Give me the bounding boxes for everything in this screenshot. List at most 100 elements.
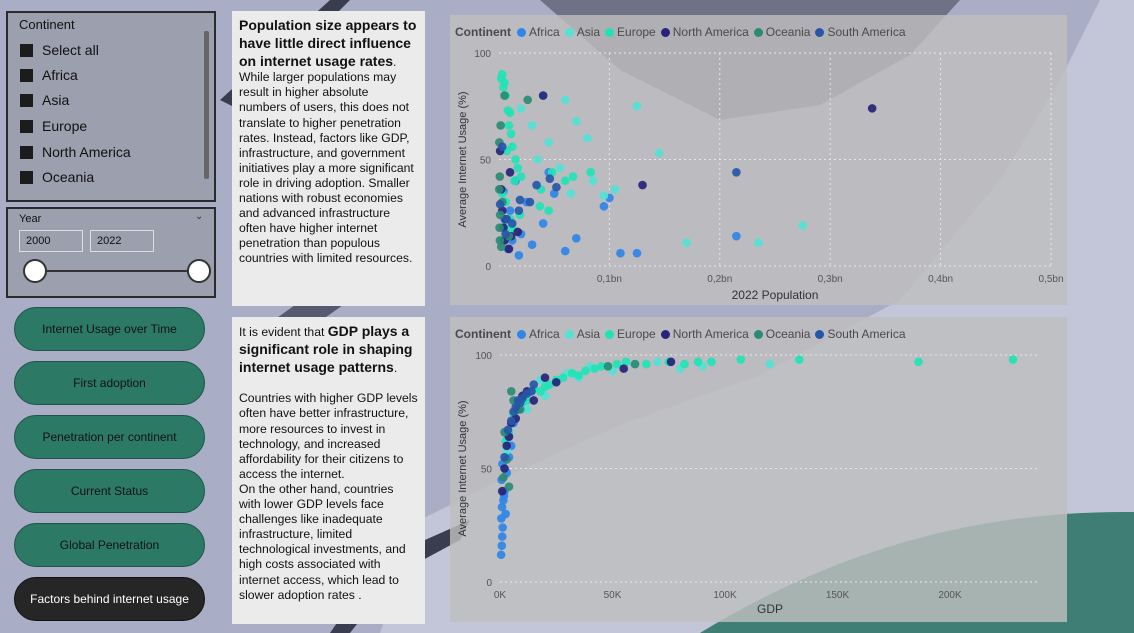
checkbox[interactable]	[20, 145, 33, 159]
data-point[interactable]	[603, 362, 613, 371]
data-point[interactable]	[732, 167, 741, 177]
data-point[interactable]	[590, 364, 599, 373]
data-point[interactable]	[499, 473, 508, 482]
data-point[interactable]	[500, 91, 509, 100]
data-point[interactable]	[545, 174, 555, 183]
data-point[interactable]	[654, 148, 664, 158]
data-point[interactable]	[513, 396, 523, 405]
legend-item-south-america[interactable]: South America	[815, 327, 906, 341]
data-point[interactable]	[497, 502, 507, 512]
data-point[interactable]	[632, 248, 642, 258]
data-point[interactable]	[506, 129, 516, 139]
data-point[interactable]	[495, 172, 505, 181]
data-point[interactable]	[798, 221, 807, 230]
data-point[interactable]	[529, 396, 539, 405]
data-point[interactable]	[599, 191, 609, 201]
data-point[interactable]	[586, 167, 595, 177]
legend-item-europe[interactable]: Europe	[605, 327, 656, 341]
legend-item-oceania[interactable]: Oceania	[753, 25, 810, 39]
data-point[interactable]	[502, 214, 512, 224]
data-point[interactable]	[558, 373, 568, 382]
data-point[interactable]	[1008, 355, 1018, 364]
data-point[interactable]	[529, 380, 539, 389]
slicer-item-north-america[interactable]: North America	[20, 142, 131, 162]
legend-item-asia[interactable]: Asia	[564, 327, 600, 341]
data-point[interactable]	[515, 195, 525, 205]
data-point[interactable]	[538, 219, 548, 228]
data-point[interactable]	[494, 185, 504, 194]
data-point[interactable]	[666, 357, 676, 367]
data-point[interactable]	[497, 532, 507, 541]
checkbox[interactable]	[20, 93, 33, 107]
gdp-vs-usage-chart[interactable]: Continent Africa Asia Europe North Ameri…	[450, 317, 1067, 622]
checkbox[interactable]	[20, 68, 33, 82]
data-point[interactable]	[621, 357, 631, 367]
data-point[interactable]	[560, 95, 570, 105]
data-point[interactable]	[496, 242, 506, 252]
data-point[interactable]	[555, 163, 565, 173]
slicer-scrollbar[interactable]	[204, 31, 209, 179]
data-point[interactable]	[523, 95, 533, 105]
data-point[interactable]	[510, 176, 519, 186]
data-point[interactable]	[794, 355, 804, 364]
data-point[interactable]	[498, 142, 507, 152]
data-point[interactable]	[505, 206, 515, 215]
data-point[interactable]	[509, 407, 518, 417]
data-point[interactable]	[500, 464, 509, 473]
data-point[interactable]	[505, 108, 515, 117]
data-point[interactable]	[571, 116, 581, 126]
slicer-item-europe[interactable]: Europe	[20, 116, 87, 136]
data-point[interactable]	[516, 172, 526, 181]
data-point[interactable]	[511, 155, 520, 164]
data-point[interactable]	[693, 357, 703, 367]
legend-item-asia[interactable]: Asia	[564, 25, 600, 39]
data-point[interactable]	[574, 371, 584, 380]
data-point[interactable]	[516, 104, 526, 113]
year-from-input[interactable]: 2000	[19, 230, 83, 252]
data-point[interactable]	[535, 202, 545, 211]
data-point[interactable]	[495, 199, 505, 209]
slicer-item-select-all[interactable]: Select all	[20, 40, 99, 60]
legend-item-oceania[interactable]: Oceania	[753, 327, 810, 341]
data-point[interactable]	[641, 359, 651, 369]
data-point[interactable]	[501, 509, 510, 519]
nav-penetration-per-continent[interactable]: Penetration per continent	[14, 415, 205, 459]
nav-internet-usage-over-time[interactable]: Internet Usage over Time	[14, 307, 205, 351]
data-point[interactable]	[632, 101, 642, 111]
data-point[interactable]	[501, 229, 510, 239]
year-to-input[interactable]: 2022	[90, 230, 154, 252]
data-point[interactable]	[736, 355, 746, 364]
data-point[interactable]	[504, 482, 514, 491]
data-point[interactable]	[504, 121, 514, 130]
data-point[interactable]	[495, 223, 504, 232]
data-point[interactable]	[538, 91, 548, 100]
data-point[interactable]	[596, 362, 606, 371]
data-point[interactable]	[571, 234, 581, 243]
data-point[interactable]	[514, 206, 524, 215]
nav-first-adoption[interactable]: First adoption	[14, 361, 205, 405]
data-point[interactable]	[552, 182, 561, 192]
legend-item-africa[interactable]: Africa	[517, 25, 560, 39]
legend-item-africa[interactable]: Africa	[517, 327, 560, 341]
year-slider-handle-end[interactable]	[187, 259, 211, 283]
legend-item-south-america[interactable]: South America	[815, 25, 906, 39]
checkbox[interactable]	[20, 119, 33, 133]
slicer-item-africa[interactable]: Africa	[20, 65, 78, 85]
data-point[interactable]	[504, 244, 514, 254]
data-point[interactable]	[540, 373, 550, 382]
data-point[interactable]	[498, 523, 507, 532]
data-point[interactable]	[680, 359, 689, 369]
data-point[interactable]	[619, 364, 629, 373]
data-point[interactable]	[566, 189, 576, 198]
data-point[interactable]	[914, 357, 923, 367]
data-point[interactable]	[732, 231, 741, 241]
data-point[interactable]	[533, 155, 542, 164]
data-point[interactable]	[527, 240, 537, 249]
data-point[interactable]	[525, 197, 535, 207]
data-point[interactable]	[527, 121, 537, 130]
data-point[interactable]	[496, 74, 506, 83]
data-point[interactable]	[616, 248, 625, 258]
slicer-item-oceania[interactable]: Oceania	[20, 167, 94, 187]
data-point[interactable]	[638, 180, 647, 190]
data-point[interactable]	[588, 176, 598, 186]
